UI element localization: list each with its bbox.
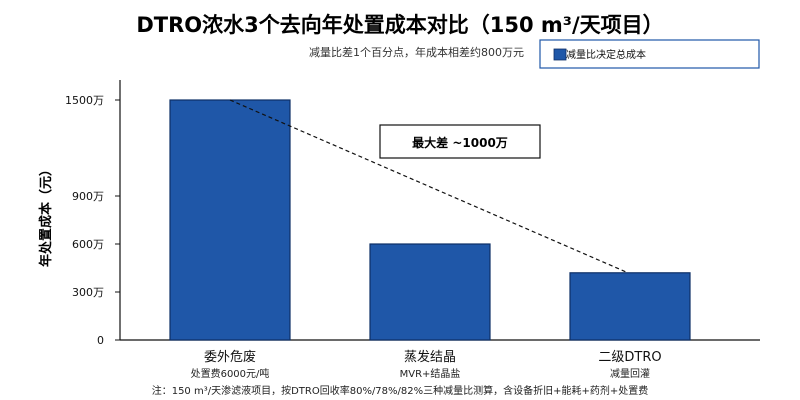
legend-box [539,39,760,69]
legend-swatch [553,48,567,61]
y-tick-label: 900万 [72,190,104,203]
legend-label: 减量比决定总成本 [566,48,646,61]
y-tick-label: 0 [97,334,104,347]
chart-subtitle: 减量比差1个百分点，年成本相差约800万元 [309,45,524,59]
category-sublabel: 减量回灌 [610,368,650,380]
category-sublabel: MVR+结晶盐 [400,367,461,380]
bar [169,99,291,341]
legend: 减量比决定总成本 [539,39,760,69]
bar [569,272,691,341]
bars [169,99,691,341]
chart-title: DTRO浓水3个去向年处置成本对比（150 m³/天项目） [136,13,663,37]
y-tick-label: 600万 [72,238,104,251]
category-label: 二级DTRO [598,350,661,365]
category-label: 委外危废 [204,349,256,365]
annotation-text: 最大差 ~1000万 [412,135,508,150]
category-sublabel: 处置费6000元/吨 [191,367,270,380]
y-tick-label: 1500万 [65,94,104,107]
annotation-box [379,124,541,159]
bar [369,243,491,341]
y-ticks: 0 300万 600万 900万 1500万 [65,94,120,347]
y-tick-label: 300万 [72,286,104,299]
annotation-line [229,99,629,274]
category-label: 蒸发结晶 [404,349,456,365]
footnote: 注：150 m³/天渗滤液项目，按DTRO回收率80%/78%/82%三种减量比… [152,384,649,397]
y-axis-label: 年处置成本（元） [38,163,54,267]
